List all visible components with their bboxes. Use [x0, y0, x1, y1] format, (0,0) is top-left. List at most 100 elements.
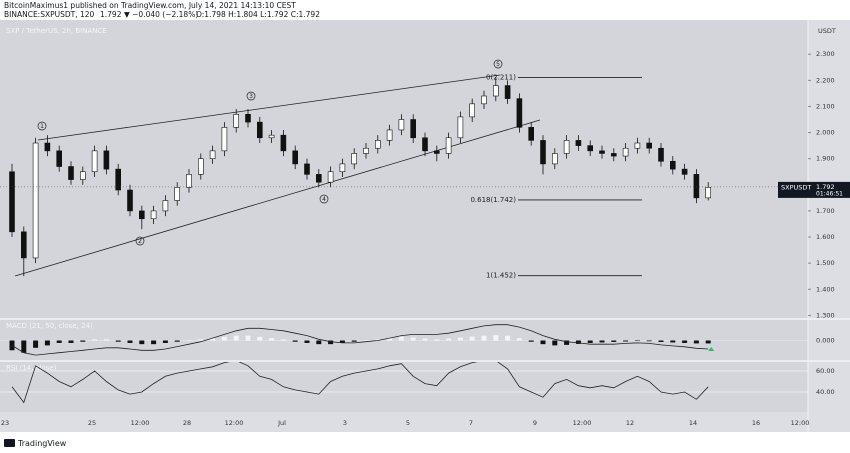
- y-tick-label: 1.500: [816, 259, 835, 267]
- macd-hist-bar: [493, 335, 499, 341]
- x-tick-label: 23: [1, 419, 9, 427]
- price-tag-value: 1.792: [816, 183, 835, 191]
- macd-hist-bar: [599, 340, 605, 343]
- macd-hist-bar: [292, 340, 298, 342]
- price: 1.792: [100, 10, 122, 19]
- candle-body: [705, 187, 712, 199]
- macd-hist-bar: [516, 338, 522, 341]
- macd-hist-bar: [9, 340, 15, 351]
- candle-body: [162, 200, 169, 212]
- x-tick-label: 28: [183, 419, 191, 427]
- x-tick-label: 12:00: [225, 419, 244, 427]
- candle-body: [622, 147, 629, 157]
- macd-hist-bar: [564, 340, 570, 345]
- candle-body: [32, 142, 39, 259]
- wave-marker: [246, 91, 256, 101]
- x-tick-label: 12:00: [791, 419, 810, 427]
- macd-hist-bar: [446, 338, 452, 341]
- macd-hist-bar: [634, 340, 640, 341]
- y-tick-label: 1.600: [816, 233, 835, 241]
- x-tick-label: Jul: [277, 419, 286, 427]
- candle-body: [327, 171, 334, 183]
- candle-body: [80, 171, 86, 180]
- macd-hist-bar: [316, 340, 322, 345]
- rsi-label: RSI (14, close): [6, 364, 57, 372]
- y-tick-label: 2.100: [816, 102, 835, 110]
- macd-hist-bar: [339, 340, 345, 343]
- candle-body: [280, 134, 287, 152]
- macd-label: MACD (21, 50, close, 24): [6, 322, 93, 330]
- candle-body: [575, 140, 582, 146]
- macd-hist-bar: [682, 340, 688, 343]
- candle-body: [91, 150, 98, 173]
- macd-hist-bar: [56, 340, 62, 343]
- price-value-bg: [812, 181, 850, 198]
- wave-label: 4: [322, 196, 326, 203]
- macd-hist-bar: [44, 340, 50, 346]
- wave-label: 1: [40, 123, 44, 130]
- candle-body: [245, 113, 251, 123]
- macd-hist-bar: [304, 340, 310, 343]
- time-axis: [0, 412, 850, 432]
- candle-body: [433, 150, 440, 154]
- macd-hist-bar: [528, 340, 534, 342]
- plot-area: [0, 20, 808, 412]
- candle-body: [139, 210, 145, 220]
- x-tick-label: 7: [469, 419, 473, 427]
- candle-body: [551, 153, 558, 165]
- macd-line: [11, 324, 709, 356]
- macd-hist-bar: [92, 339, 98, 341]
- macd-hist-bar: [139, 340, 145, 345]
- y-tick-label: 2.200: [816, 76, 835, 84]
- candle-body: [693, 174, 700, 199]
- rsi-line: [11, 362, 709, 404]
- candle-body: [658, 147, 664, 162]
- wave-label: 3: [249, 93, 253, 100]
- macd-hist-bar: [328, 340, 334, 345]
- candle-body: [233, 113, 239, 128]
- macd-hist-bar: [351, 340, 357, 342]
- trendline: [37, 74, 501, 141]
- x-tick-label: 5: [406, 419, 410, 427]
- macd-hist-bar: [280, 339, 286, 341]
- wave-label: 5: [496, 61, 500, 68]
- macd-hist-bar: [434, 339, 440, 341]
- macd-hist-bar: [162, 340, 168, 343]
- y-tick-label: 2.000: [816, 129, 835, 137]
- candle-body: [563, 140, 570, 154]
- candle-body: [339, 163, 346, 173]
- rsi-tick-label: 60.00: [816, 367, 835, 375]
- symbol: BINANCE:SXPUSDT, 120: [4, 10, 95, 19]
- x-tick-label: 12:00: [573, 419, 592, 427]
- macd-hist-bar: [257, 336, 263, 341]
- candle-body: [44, 142, 51, 152]
- macd-hist-bar: [21, 340, 27, 353]
- macd-hist-bar: [198, 339, 204, 341]
- candle-body: [198, 158, 204, 175]
- candle-body: [445, 137, 452, 154]
- wave-label: 2: [138, 238, 142, 245]
- wave-marker: [319, 194, 329, 204]
- y-tick-label: 1.700: [816, 207, 835, 215]
- macd-hist-bar: [422, 338, 428, 341]
- rsi-pane: [11, 362, 709, 404]
- macd-hist-bar: [115, 340, 121, 342]
- macd-hist-bar: [693, 340, 699, 344]
- candle-body: [268, 134, 275, 139]
- fib-label: 1(1.452): [486, 272, 516, 280]
- candle-body: [68, 166, 74, 180]
- candle-body: [115, 168, 121, 191]
- candle-body: [646, 142, 653, 149]
- macd-hist-bar: [269, 338, 275, 341]
- candle-body: [610, 153, 617, 157]
- trendline: [14, 119, 541, 277]
- rsi-tick-label: 40.00: [816, 388, 835, 396]
- ohlc: O:1.798 H:1.804 L:1.792 C:1.792: [196, 10, 320, 19]
- macd-hist-bar: [505, 335, 511, 341]
- macd-hist-bar: [151, 340, 157, 345]
- price-tag-bg: [778, 181, 812, 198]
- candle-body: [469, 103, 476, 118]
- candle-body: [127, 189, 133, 212]
- macd-hist-bar: [174, 340, 180, 342]
- candle-body: [386, 129, 393, 141]
